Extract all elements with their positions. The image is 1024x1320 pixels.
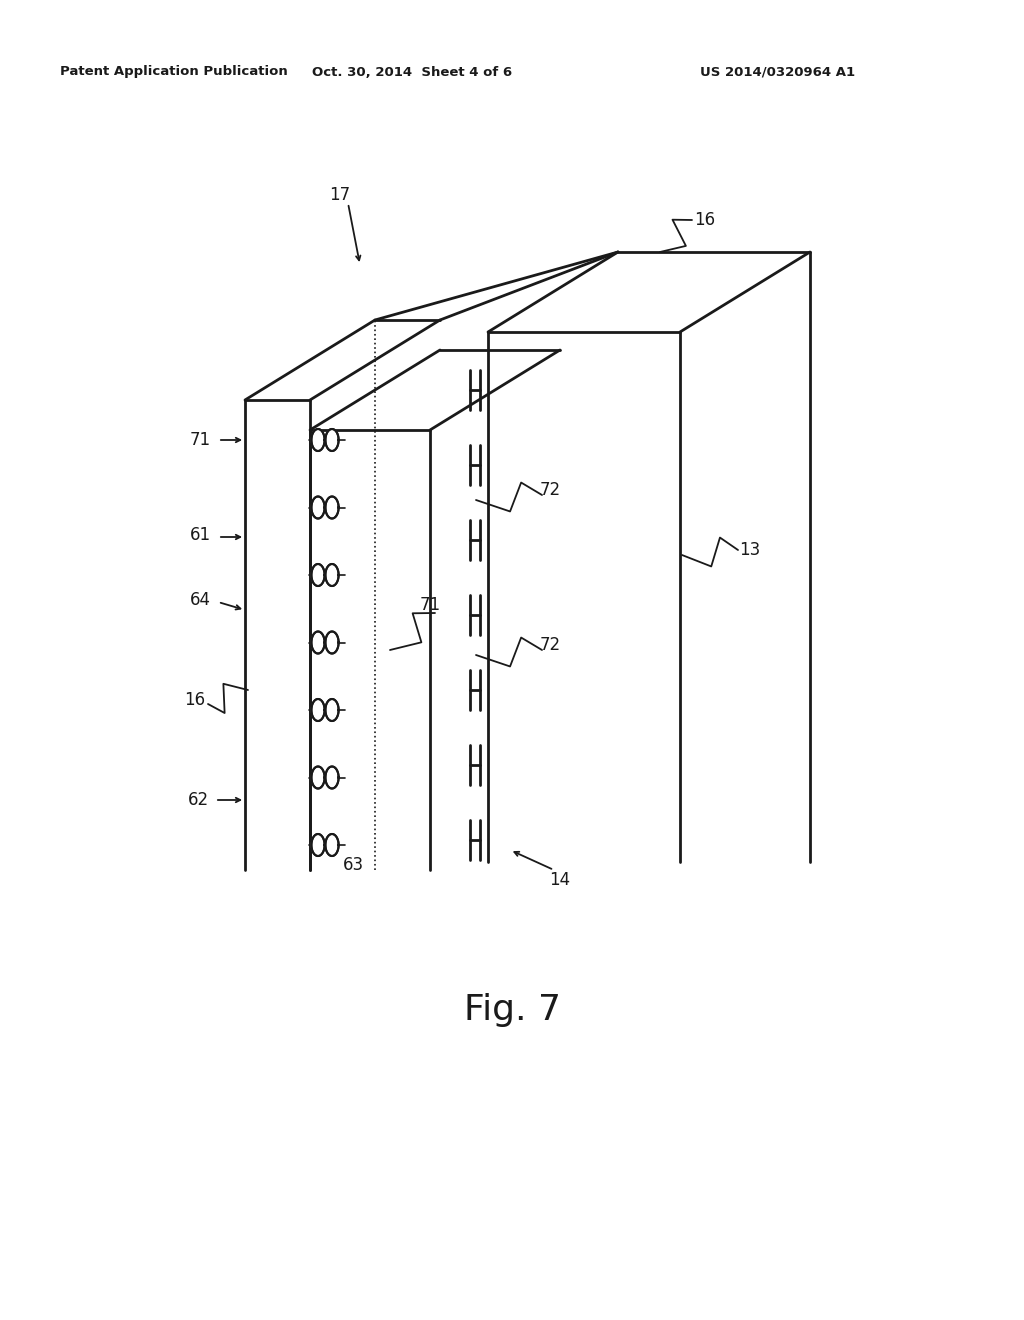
Polygon shape xyxy=(311,564,339,586)
Text: 72: 72 xyxy=(540,480,560,499)
Text: 72: 72 xyxy=(540,636,560,653)
Polygon shape xyxy=(311,429,339,451)
Text: 64: 64 xyxy=(189,591,211,609)
Polygon shape xyxy=(311,496,339,519)
Text: 71: 71 xyxy=(189,432,211,449)
Text: Fig. 7: Fig. 7 xyxy=(464,993,560,1027)
Text: 13: 13 xyxy=(739,541,761,558)
Text: US 2014/0320964 A1: US 2014/0320964 A1 xyxy=(700,66,855,78)
Text: Patent Application Publication: Patent Application Publication xyxy=(60,66,288,78)
Text: 62: 62 xyxy=(187,791,209,809)
Text: 17: 17 xyxy=(330,186,350,205)
Polygon shape xyxy=(311,834,339,855)
Text: 71: 71 xyxy=(420,597,440,614)
Text: 61: 61 xyxy=(189,525,211,544)
Text: Oct. 30, 2014  Sheet 4 of 6: Oct. 30, 2014 Sheet 4 of 6 xyxy=(312,66,512,78)
Polygon shape xyxy=(311,631,339,653)
Polygon shape xyxy=(311,767,339,788)
Text: 14: 14 xyxy=(550,871,570,888)
Text: 16: 16 xyxy=(184,690,206,709)
Text: 63: 63 xyxy=(342,855,364,874)
Polygon shape xyxy=(311,700,339,721)
Text: 16: 16 xyxy=(694,211,716,228)
